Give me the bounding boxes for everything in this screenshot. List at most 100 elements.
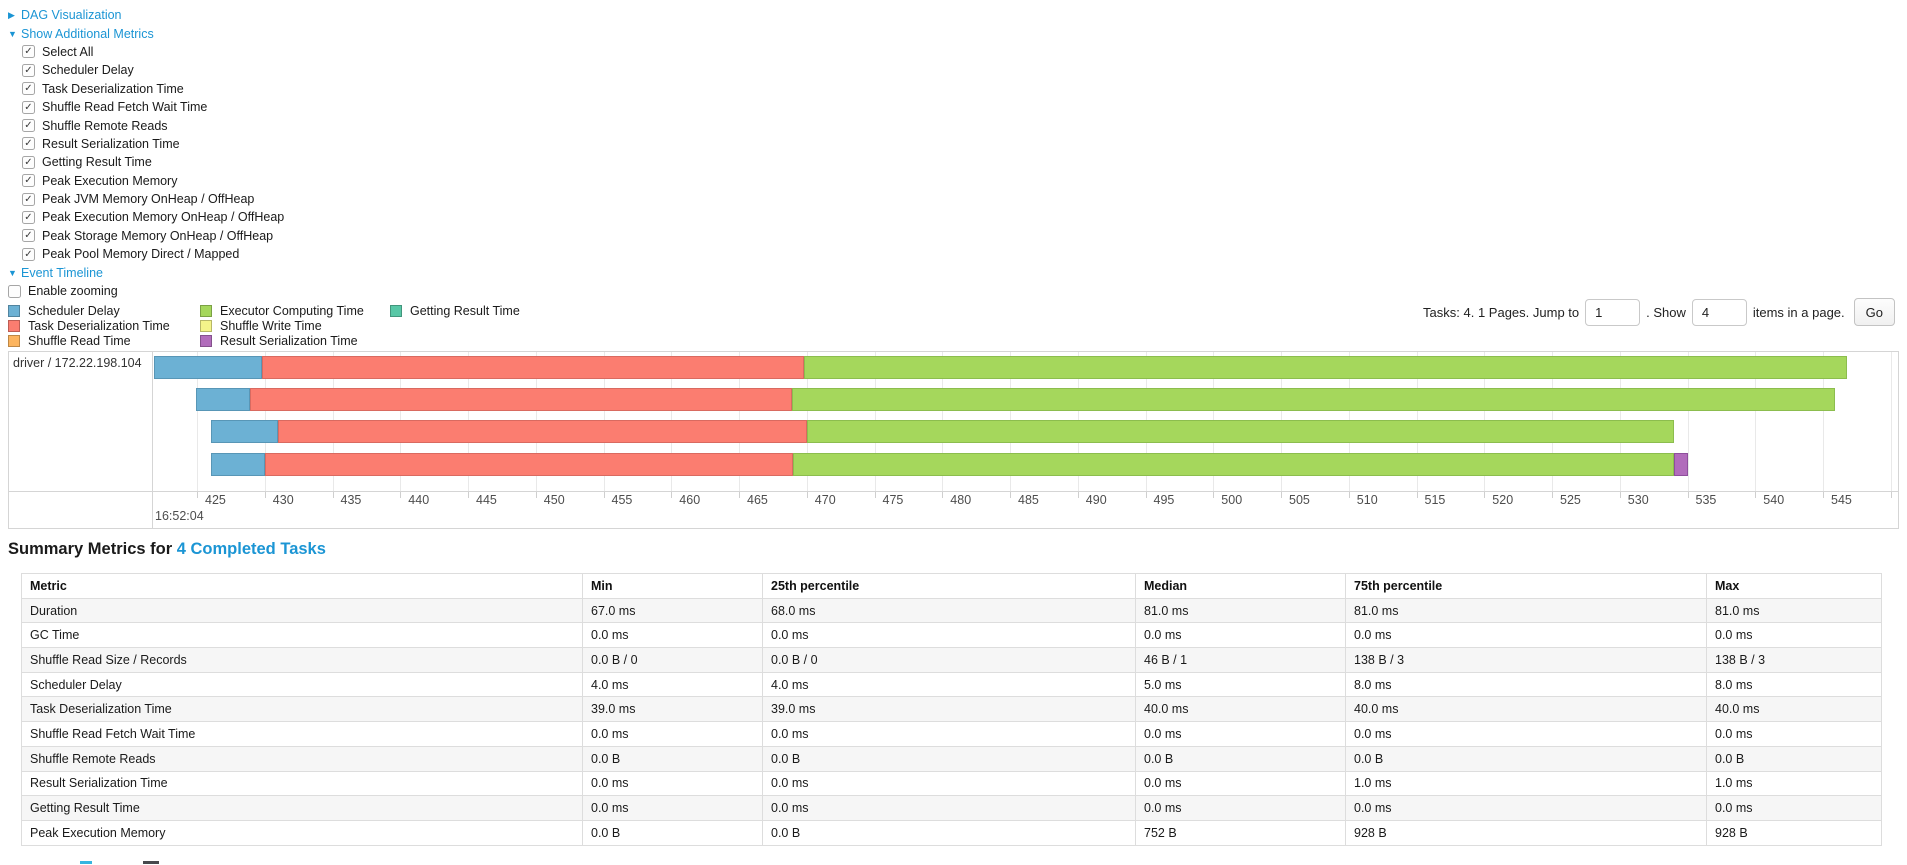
axis-tick	[264, 491, 266, 498]
legend-column: Scheduler Delay Task Deserialization Time…	[8, 303, 170, 349]
metric-name-cell: GC Time	[21, 622, 583, 649]
partial-next-section-sliver	[143, 861, 159, 864]
metric-checkbox-row[interactable]: ✓ Getting Result Time	[22, 153, 284, 171]
checkbox-checked-icon[interactable]: ✓	[22, 247, 35, 261]
table-row: Shuffle Read Fetch Wait Time 0.0 ms 0.0 ms…	[21, 721, 1882, 747]
task-bar-segment-executor_computing[interactable]	[791, 387, 1836, 411]
metric-value-cell: 81.0 ms	[1706, 597, 1882, 624]
metric-value-cell: 928 B	[1345, 819, 1707, 846]
task-bar-segment-scheduler_delay[interactable]	[195, 387, 250, 411]
legend-item: Task Deserialization Time	[8, 318, 170, 333]
items-per-page-input[interactable]	[1691, 298, 1747, 326]
legend-label: Shuffle Write Time	[220, 319, 322, 334]
axis-tick	[671, 491, 673, 498]
dag-visualization-label[interactable]: DAG Visualization	[21, 8, 122, 23]
task-bar-segment-executor_computing[interactable]	[793, 452, 1674, 476]
timeline-plot-area: 425 430 435 440 445 450 455 460 465 470 475 480 485 4…	[153, 352, 1898, 528]
metric-checkbox-label: Select All	[42, 44, 94, 59]
timeline-group-column: driver / 172.22.198.104	[9, 352, 153, 528]
axis-tick-label: 525	[1560, 493, 1581, 507]
event-timeline-toggle[interactable]: ▼ Event Timeline	[8, 263, 284, 281]
column-header: Median	[1135, 573, 1346, 599]
chevron-down-icon: ▼	[8, 267, 17, 278]
metric-value-cell: 46 B / 1	[1135, 647, 1346, 673]
metrics-checkbox-list: ✓ Select All ✓ Scheduler Delay ✓ Task Deseria…	[8, 43, 284, 264]
axis-tick	[1348, 491, 1350, 498]
metric-checkbox-row[interactable]: ✓ Peak Pool Memory Direct / Mapped	[22, 245, 284, 263]
enable-zooming-row[interactable]: Enable zooming	[8, 282, 284, 300]
legend-column: Executor Computing Time Shuffle Write Tim…	[200, 303, 364, 349]
task-bar-segment-scheduler_delay[interactable]	[210, 452, 265, 476]
column-header: 75th percentile	[1345, 573, 1707, 599]
axis-tick	[1619, 491, 1621, 498]
metric-name-cell: Duration	[21, 597, 583, 624]
axis-tick	[535, 491, 537, 498]
metric-checkbox-row[interactable]: ✓ Peak Execution Memory OnHeap / OffHeap	[22, 208, 284, 226]
checkbox-checked-icon[interactable]: ✓	[22, 119, 35, 133]
enable-zooming-checkbox[interactable]	[8, 284, 21, 298]
checkbox-checked-icon[interactable]: ✓	[22, 210, 35, 224]
checkbox-checked-icon[interactable]: ✓	[22, 82, 35, 96]
axis-tick	[332, 491, 334, 498]
checkbox-checked-icon[interactable]: ✓	[22, 155, 35, 169]
metric-value-cell: 0.0 ms	[1345, 721, 1707, 747]
legend-label: Task Deserialization Time	[28, 319, 170, 334]
task-bar-segment-executor_computing[interactable]	[806, 420, 1674, 444]
jump-to-page-input[interactable]	[1585, 298, 1641, 326]
metric-value-cell: 39.0 ms	[582, 696, 763, 723]
task-bar-segment-task_deserialization[interactable]	[249, 387, 792, 411]
checkbox-checked-icon[interactable]: ✓	[22, 137, 35, 151]
show-additional-metrics-toggle[interactable]: ▼ Show Additional Metrics	[8, 24, 284, 42]
axis-tick-label: 495	[1153, 493, 1175, 507]
checkbox-checked-icon[interactable]: ✓	[22, 192, 35, 206]
checkbox-checked-icon[interactable]: ✓	[22, 63, 35, 77]
table-header-row: Metric Min 25th percentile Median 75th perce…	[21, 573, 1882, 599]
event-timeline-label[interactable]: Event Timeline	[21, 265, 103, 280]
legend-swatch-getting_result	[390, 304, 402, 317]
task-bar-segment-scheduler_delay[interactable]	[153, 355, 263, 379]
metric-checkbox-row[interactable]: ✓ Peak Storage Memory OnHeap / OffHeap	[22, 227, 284, 245]
metric-name-cell: Shuffle Read Fetch Wait Time	[21, 721, 583, 747]
metric-checkbox-row[interactable]: ✓ Shuffle Remote Reads	[22, 116, 284, 134]
axis-tick-label: 470	[814, 493, 836, 507]
axis-tick-label: 530	[1627, 493, 1649, 507]
checkbox-checked-icon[interactable]: ✓	[22, 174, 35, 188]
task-bar-segment-executor_computing[interactable]	[804, 355, 1848, 379]
checkbox-checked-icon[interactable]: ✓	[22, 229, 35, 243]
metric-value-cell: 0.0 B / 0	[762, 647, 1136, 673]
metric-checkbox-row[interactable]: ✓ Peak JVM Memory OnHeap / OffHeap	[22, 190, 284, 208]
task-bar-segment-scheduler_delay[interactable]	[210, 420, 279, 444]
pagination-items-text: items in a page.	[1752, 304, 1845, 320]
metric-value-cell: 0.0 ms	[1706, 721, 1882, 747]
axis-tick	[1687, 491, 1689, 498]
metric-checkbox-row[interactable]: ✓ Scheduler Delay	[22, 61, 284, 79]
summary-metrics-title: Summary Metrics for 4 Completed Tasks	[8, 540, 326, 559]
checkbox-checked-icon[interactable]: ✓	[22, 45, 35, 59]
metric-value-cell: 0.0 ms	[762, 721, 1136, 747]
completed-tasks-link[interactable]: 4 Completed Tasks	[176, 540, 326, 558]
legend-swatch-executor_computing	[200, 304, 212, 317]
task-bar-segment-task_deserialization[interactable]	[264, 452, 794, 476]
metric-checkbox-row[interactable]: ✓ Result Serialization Time	[22, 135, 284, 153]
legend-label: Executor Computing Time	[220, 303, 364, 318]
metric-name-cell: Peak Execution Memory	[21, 819, 583, 846]
table-row: Shuffle Read Size / Records 0.0 B / 0 0.0 …	[21, 647, 1882, 673]
dag-visualization-toggle[interactable]: ▶ DAG Visualization	[8, 6, 284, 24]
metric-value-cell: 0.0 B	[1135, 745, 1346, 772]
metric-value-cell: 40.0 ms	[1135, 696, 1346, 723]
task-bar-segment-result_serialization[interactable]	[1674, 452, 1688, 476]
show-additional-metrics-label[interactable]: Show Additional Metrics	[21, 26, 154, 41]
checkbox-checked-icon[interactable]: ✓	[22, 100, 35, 114]
metric-value-cell: 0.0 ms	[1706, 622, 1882, 649]
axis-tick	[874, 491, 876, 498]
axis-tick	[1484, 491, 1486, 498]
metric-checkbox-row[interactable]: ✓ Peak Execution Memory	[22, 172, 284, 190]
go-button[interactable]: Go	[1853, 298, 1895, 326]
metric-checkbox-row[interactable]: ✓ Task Deserialization Time	[22, 80, 284, 98]
metric-checkbox-row[interactable]: ✓ Select All	[22, 43, 284, 61]
task-bar-segment-task_deserialization[interactable]	[262, 355, 805, 379]
task-bar-segment-task_deserialization[interactable]	[278, 420, 807, 444]
axis-tick	[1552, 491, 1553, 498]
metric-checkbox-row[interactable]: ✓ Shuffle Read Fetch Wait Time	[22, 98, 284, 116]
metric-value-cell: 8.0 ms	[1706, 671, 1882, 698]
